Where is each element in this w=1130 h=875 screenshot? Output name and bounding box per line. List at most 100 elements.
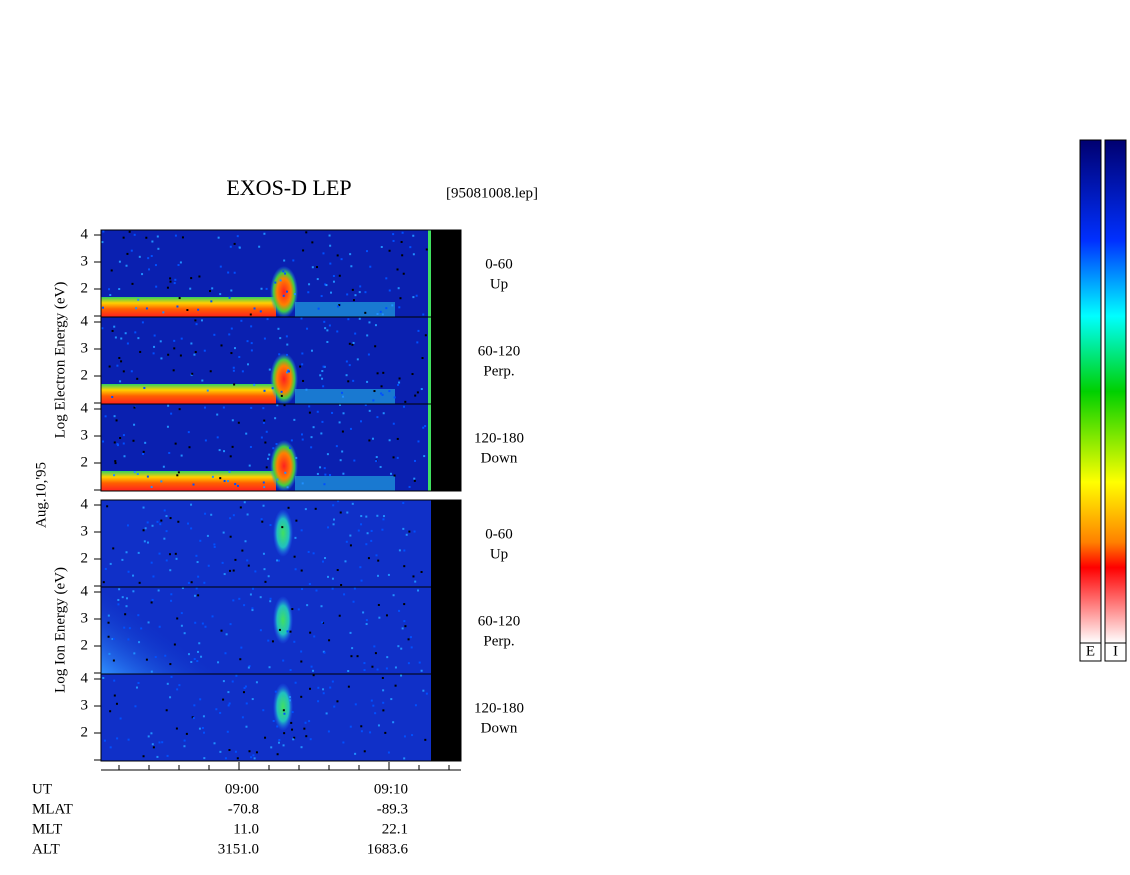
panel-range: 60-120 (478, 343, 521, 359)
speckle (176, 688, 179, 691)
speckle (134, 705, 137, 708)
speckle (320, 295, 323, 298)
speckle (332, 504, 335, 507)
speckle (345, 374, 348, 377)
speckle (177, 264, 180, 267)
speckle (331, 680, 334, 683)
y-tick-label: 4 (81, 670, 89, 686)
speckle (265, 287, 268, 290)
speckle (137, 682, 140, 685)
speckle (133, 471, 136, 474)
speckle (147, 257, 150, 260)
speckle (213, 545, 216, 548)
speckle (170, 675, 173, 678)
speckle (276, 404, 279, 407)
speckle (295, 456, 298, 459)
speckle (323, 483, 326, 486)
speckle (413, 459, 416, 462)
speckle (292, 738, 295, 741)
speckle (248, 665, 251, 668)
speckle (274, 417, 277, 420)
y-tick-label: 3 (81, 340, 89, 356)
speckle (167, 353, 170, 356)
speckle (164, 654, 167, 657)
speckle (153, 334, 156, 337)
speckle (322, 688, 325, 691)
speckle (152, 746, 155, 749)
speckle (376, 313, 379, 316)
speckle (308, 405, 311, 408)
speckle (204, 512, 207, 515)
speckle (117, 598, 120, 601)
speckle (173, 339, 176, 342)
speckle (424, 738, 427, 741)
speckle (165, 559, 168, 562)
speckle (373, 645, 376, 648)
spectrogram-haze (101, 587, 221, 674)
speckle (114, 460, 117, 463)
speckle (372, 399, 375, 402)
speckle (300, 317, 303, 320)
speckle (392, 233, 395, 236)
speckle (136, 472, 139, 475)
speckle (123, 626, 126, 629)
speckle (243, 604, 246, 607)
speckle (284, 471, 287, 474)
speckle (311, 266, 314, 269)
speckle (142, 529, 145, 532)
speckle (157, 589, 160, 592)
speckle (230, 352, 233, 355)
speckle (294, 536, 297, 539)
speckle (338, 304, 341, 307)
speckle (282, 709, 285, 712)
speckle (151, 240, 154, 243)
speckle (142, 452, 145, 455)
speckle (337, 500, 340, 503)
y-tick-label: 4 (81, 313, 89, 329)
speckle (113, 325, 116, 328)
speckle (169, 696, 172, 699)
speckle (161, 741, 164, 744)
speckle (152, 352, 155, 355)
speckle (177, 520, 180, 523)
speckle (367, 557, 370, 560)
speckle (247, 666, 250, 669)
speckle (308, 582, 311, 585)
speckle (250, 325, 253, 328)
speckle (376, 372, 379, 375)
speckle (283, 404, 286, 407)
colorbar (1104, 139, 1127, 644)
speckle (137, 298, 140, 301)
speckle (264, 736, 267, 739)
speckle (232, 514, 235, 517)
speckle (160, 480, 163, 483)
speckle (138, 641, 141, 644)
speckle (343, 593, 346, 596)
y-tick-label: 4 (81, 496, 89, 512)
y-tick-label: 3 (81, 697, 89, 713)
speckle (201, 622, 204, 625)
speckle (321, 377, 324, 380)
speckle (307, 550, 310, 553)
speckle (130, 370, 133, 373)
speckle (392, 721, 395, 724)
speckle (251, 698, 254, 701)
spectrogram-band (101, 384, 276, 404)
panel-frame (100, 403, 462, 492)
speckle (408, 485, 411, 488)
speckle (263, 486, 266, 489)
speckle (336, 700, 339, 703)
speckle (222, 406, 225, 409)
speckle (291, 728, 294, 731)
speckle (263, 419, 266, 422)
speckle (402, 502, 405, 505)
speckle (203, 731, 206, 734)
speckle (394, 666, 397, 669)
speckle (196, 660, 199, 663)
speckle (238, 246, 241, 249)
speckle (213, 742, 216, 745)
speckle (286, 630, 289, 633)
speckle (122, 236, 125, 239)
colorbar-label: E (1086, 643, 1095, 659)
